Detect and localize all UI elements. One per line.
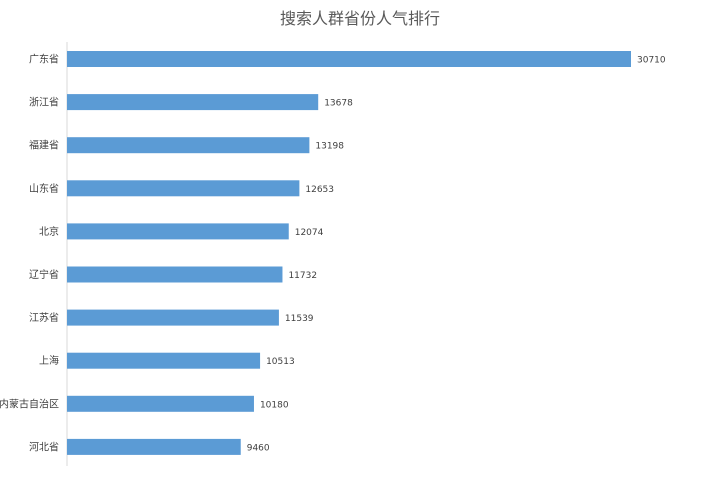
category-label: 上海	[39, 354, 59, 367]
category-label: 内蒙古自治区	[0, 397, 59, 410]
category-label: 山东省	[29, 182, 59, 195]
data-label: 12653	[305, 185, 334, 195]
category-label: 广东省	[29, 53, 59, 66]
category-label: 浙江省	[29, 96, 59, 109]
bar	[67, 180, 300, 197]
data-label: 11539	[285, 314, 314, 324]
bar	[67, 309, 279, 326]
data-label: 10513	[266, 357, 295, 367]
data-label: 11732	[288, 271, 317, 281]
bar	[67, 352, 261, 369]
category-label: 福建省	[29, 139, 59, 152]
data-label: 13678	[324, 99, 353, 109]
data-label: 12074	[295, 228, 324, 238]
data-label: 30710	[637, 56, 666, 66]
chart-title: 搜索人群省份人气排行	[280, 9, 440, 28]
bar	[67, 51, 631, 67]
data-label: 9460	[247, 443, 270, 453]
category-label: 江苏省	[29, 311, 59, 324]
bar	[67, 395, 254, 412]
bar	[67, 223, 289, 240]
data-label: 13198	[315, 142, 344, 152]
category-label: 辽宁省	[29, 268, 59, 281]
bar	[67, 438, 241, 455]
data-label: 10180	[260, 400, 289, 410]
category-label: 北京	[39, 225, 59, 238]
bar	[67, 94, 319, 111]
category-label: 河北省	[29, 440, 59, 453]
bar	[67, 266, 283, 283]
bar	[67, 137, 310, 154]
bars-layer: 广东省 30710 浙江省 13678 福建省 13198 山东省 12653 北京 12074 辽…	[0, 42, 666, 466]
